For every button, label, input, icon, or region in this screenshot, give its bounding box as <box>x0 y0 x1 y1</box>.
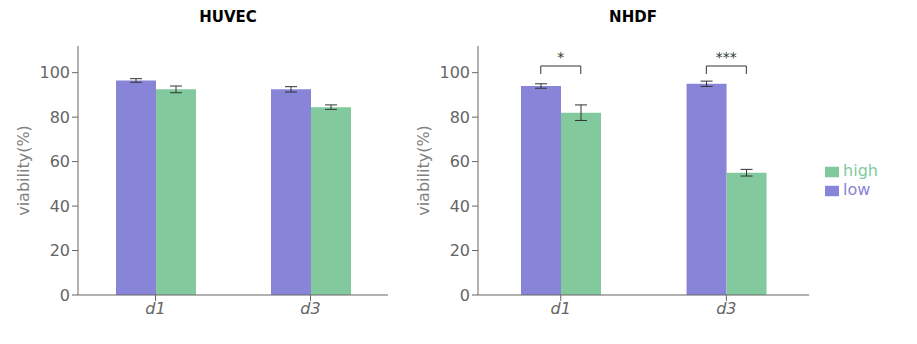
svg-text:*: * <box>557 49 564 65</box>
html-text:HUVEC: HUVEC <box>199 8 257 26</box>
svg-text:20: 20 <box>450 241 470 260</box>
svg-text:***: *** <box>716 49 737 65</box>
svg-text:d3: d3 <box>300 299 320 318</box>
svg-text:0: 0 <box>460 286 470 305</box>
svg-text:0: 0 <box>60 286 70 305</box>
svg-text:d3: d3 <box>716 299 736 318</box>
svg-text:100: 100 <box>39 63 70 82</box>
svg-text:viability(%): viability(%) <box>14 125 33 216</box>
svg-text:60: 60 <box>50 152 70 171</box>
svg-text:d1: d1 <box>551 299 571 318</box>
svg-text:d1: d1 <box>145 299 165 318</box>
svg-text:40: 40 <box>450 197 470 216</box>
svg-text:20: 20 <box>50 241 70 260</box>
svg-text:100: 100 <box>439 63 470 82</box>
html-text:NHDF: NHDF <box>609 8 657 26</box>
svg-text:80: 80 <box>450 108 470 127</box>
html-text:high: high <box>843 161 878 180</box>
svg-text:60: 60 <box>450 152 470 171</box>
svg-text:80: 80 <box>50 108 70 127</box>
svg-text:40: 40 <box>50 197 70 216</box>
svg-text:viability(%): viability(%) <box>414 125 433 216</box>
html-text:low: low <box>843 180 871 199</box>
